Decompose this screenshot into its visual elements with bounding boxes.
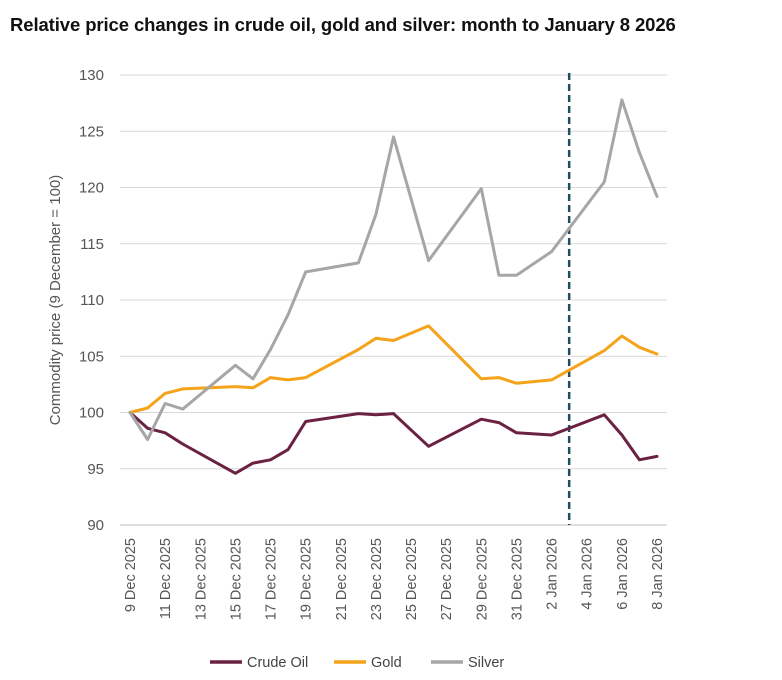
y-tick-label: 115 xyxy=(80,236,104,253)
x-tick-label: 8 Jan 2026 xyxy=(650,538,666,610)
y-tick-label: 105 xyxy=(79,348,104,365)
y-tick-label: 125 xyxy=(79,123,104,140)
y-tick-label: 110 xyxy=(80,292,104,309)
y-axis-ticks: 90 95 100 105 110 115 120 125 130 xyxy=(79,67,104,534)
x-tick-label: 17 Dec 2025 xyxy=(264,538,280,620)
x-axis-ticks: 9 Dec 2025 11 Dec 2025 13 Dec 2025 15 Dec 2… xyxy=(123,538,666,620)
x-tick-label: 15 Dec 2025 xyxy=(228,538,244,620)
x-tick-label: 4 Jan 2026 xyxy=(580,538,596,610)
y-tick-label: 100 xyxy=(79,405,104,422)
legend-label: Silver xyxy=(468,655,504,671)
x-tick-label: 27 Dec 2025 xyxy=(439,538,455,620)
x-tick-label: 23 Dec 2025 xyxy=(369,538,385,620)
y-axis-title: Commodity price (9 December = 100) xyxy=(47,175,64,426)
x-tick-label: 13 Dec 2025 xyxy=(193,538,209,620)
x-tick-label: 31 Dec 2025 xyxy=(509,538,525,620)
x-tick-label: 21 Dec 2025 xyxy=(334,538,350,620)
legend-label: Crude Oil xyxy=(247,655,308,671)
y-tick-label: 95 xyxy=(87,461,104,478)
x-tick-label: 2 Jan 2026 xyxy=(545,538,561,610)
chart-title: Relative price changes in crude oil, gol… xyxy=(10,14,676,35)
series-line-2 xyxy=(128,98,659,441)
x-tick-label: 11 Dec 2025 xyxy=(158,538,174,619)
x-tick-label: 29 Dec 2025 xyxy=(474,538,490,620)
y-tick-label: 120 xyxy=(79,180,104,197)
y-tick-label: 90 xyxy=(87,517,104,534)
series-line-0 xyxy=(128,411,659,475)
x-tick-label: 25 Dec 2025 xyxy=(404,538,420,620)
x-tick-label: 9 Dec 2025 xyxy=(123,538,139,612)
x-tick-label: 19 Dec 2025 xyxy=(299,538,315,620)
series-lines xyxy=(128,98,659,475)
series-line-1 xyxy=(128,324,659,414)
y-tick-label: 130 xyxy=(79,67,104,84)
x-tick-label: 6 Jan 2026 xyxy=(615,538,631,610)
legend-label: Gold xyxy=(371,655,402,671)
gridlines xyxy=(120,74,667,470)
legend: Crude Oil Gold Silver xyxy=(210,655,504,671)
